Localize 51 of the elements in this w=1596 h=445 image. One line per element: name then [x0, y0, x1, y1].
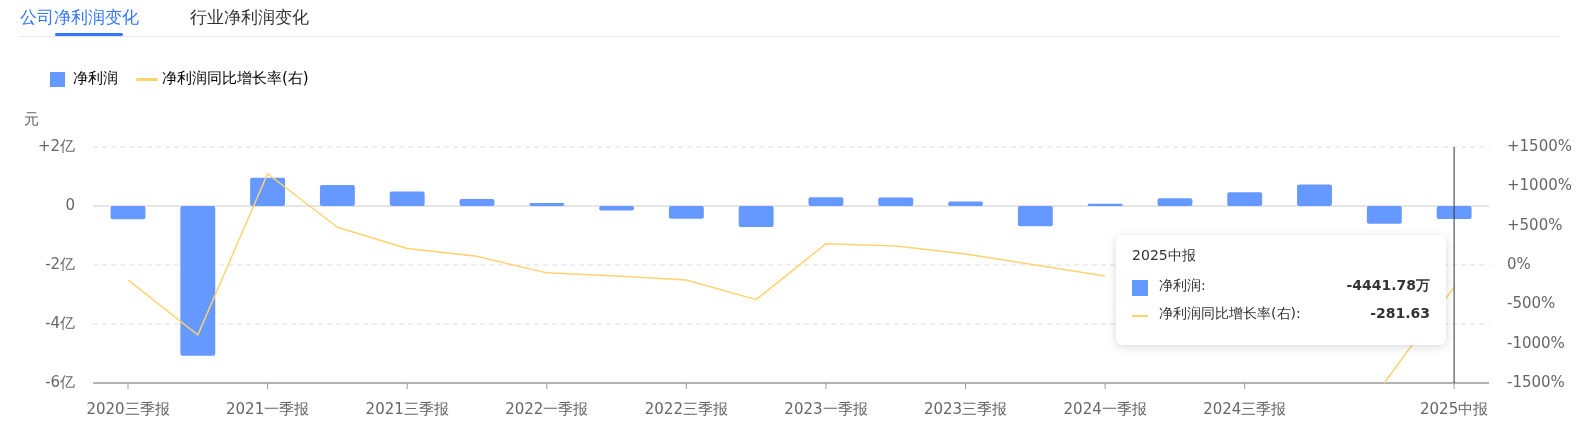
bar [180, 206, 216, 356]
bar [250, 177, 286, 206]
y2-tick-label: +500% [1507, 215, 1563, 234]
bar [1297, 184, 1332, 206]
text: 行业净利润变化 [190, 6, 309, 29]
y2-tick-label: -1500% [1507, 372, 1565, 391]
y2-tick-label: 0% [1507, 254, 1531, 273]
bar [948, 201, 983, 206]
bar [459, 198, 495, 206]
annotation: -281.63 [1370, 305, 1431, 321]
y-tick-label: -6亿 [45, 372, 76, 391]
x-tick-label: 2020三季报 [86, 399, 170, 418]
bar [1157, 198, 1193, 206]
y2-tick-label: -1000% [1507, 333, 1565, 352]
annotation: -4441.78万 [1346, 277, 1431, 295]
annotation: 2025中报 [1132, 247, 1196, 265]
y2-tick-label: +1000% [1507, 176, 1572, 195]
x-tick-label: 2022一季报 [505, 399, 589, 418]
legend-label: 净利润同比增长率(右) [162, 69, 309, 88]
x-tick-label: 2025中报 [1420, 399, 1489, 418]
x-tick-label: 2023一季报 [784, 399, 868, 418]
bar [1227, 192, 1263, 206]
x-tick-label: 2024一季报 [1063, 399, 1147, 418]
y2-tick-label: +1500% [1507, 136, 1572, 155]
bar [110, 206, 146, 220]
y2-tick-label: -500% [1507, 294, 1556, 313]
annotation: 净利润同比增长率(右): [1159, 305, 1301, 323]
legend-label: 净利润 [72, 69, 118, 88]
x-tick-label: 2022三季报 [644, 399, 728, 418]
y-axis-title: 元 [24, 109, 39, 128]
bar [529, 203, 565, 206]
bar [808, 197, 844, 206]
x-tick-label: 2023三季报 [923, 399, 1008, 418]
chart-title: 公司净利润变化 [20, 6, 139, 29]
x-tick-label: 2024三季报 [1203, 399, 1287, 418]
annotation: 净利润: [1159, 277, 1206, 295]
bar [389, 191, 425, 206]
y-tick-label: 0 [65, 195, 76, 214]
bar [1017, 206, 1053, 227]
bar [1366, 206, 1402, 224]
y-tick-label: -4亿 [45, 313, 76, 332]
bar [599, 206, 635, 211]
x-tick-label: 2021一季报 [226, 399, 310, 418]
x-tick-label: 2021三季报 [365, 399, 449, 418]
bar [738, 206, 774, 227]
y-tick-label: +2亿 [37, 136, 76, 155]
bar [1436, 206, 1472, 220]
bar [878, 197, 914, 206]
bar [668, 206, 704, 219]
bar [319, 185, 355, 206]
y-tick-label: -2亿 [45, 254, 76, 273]
